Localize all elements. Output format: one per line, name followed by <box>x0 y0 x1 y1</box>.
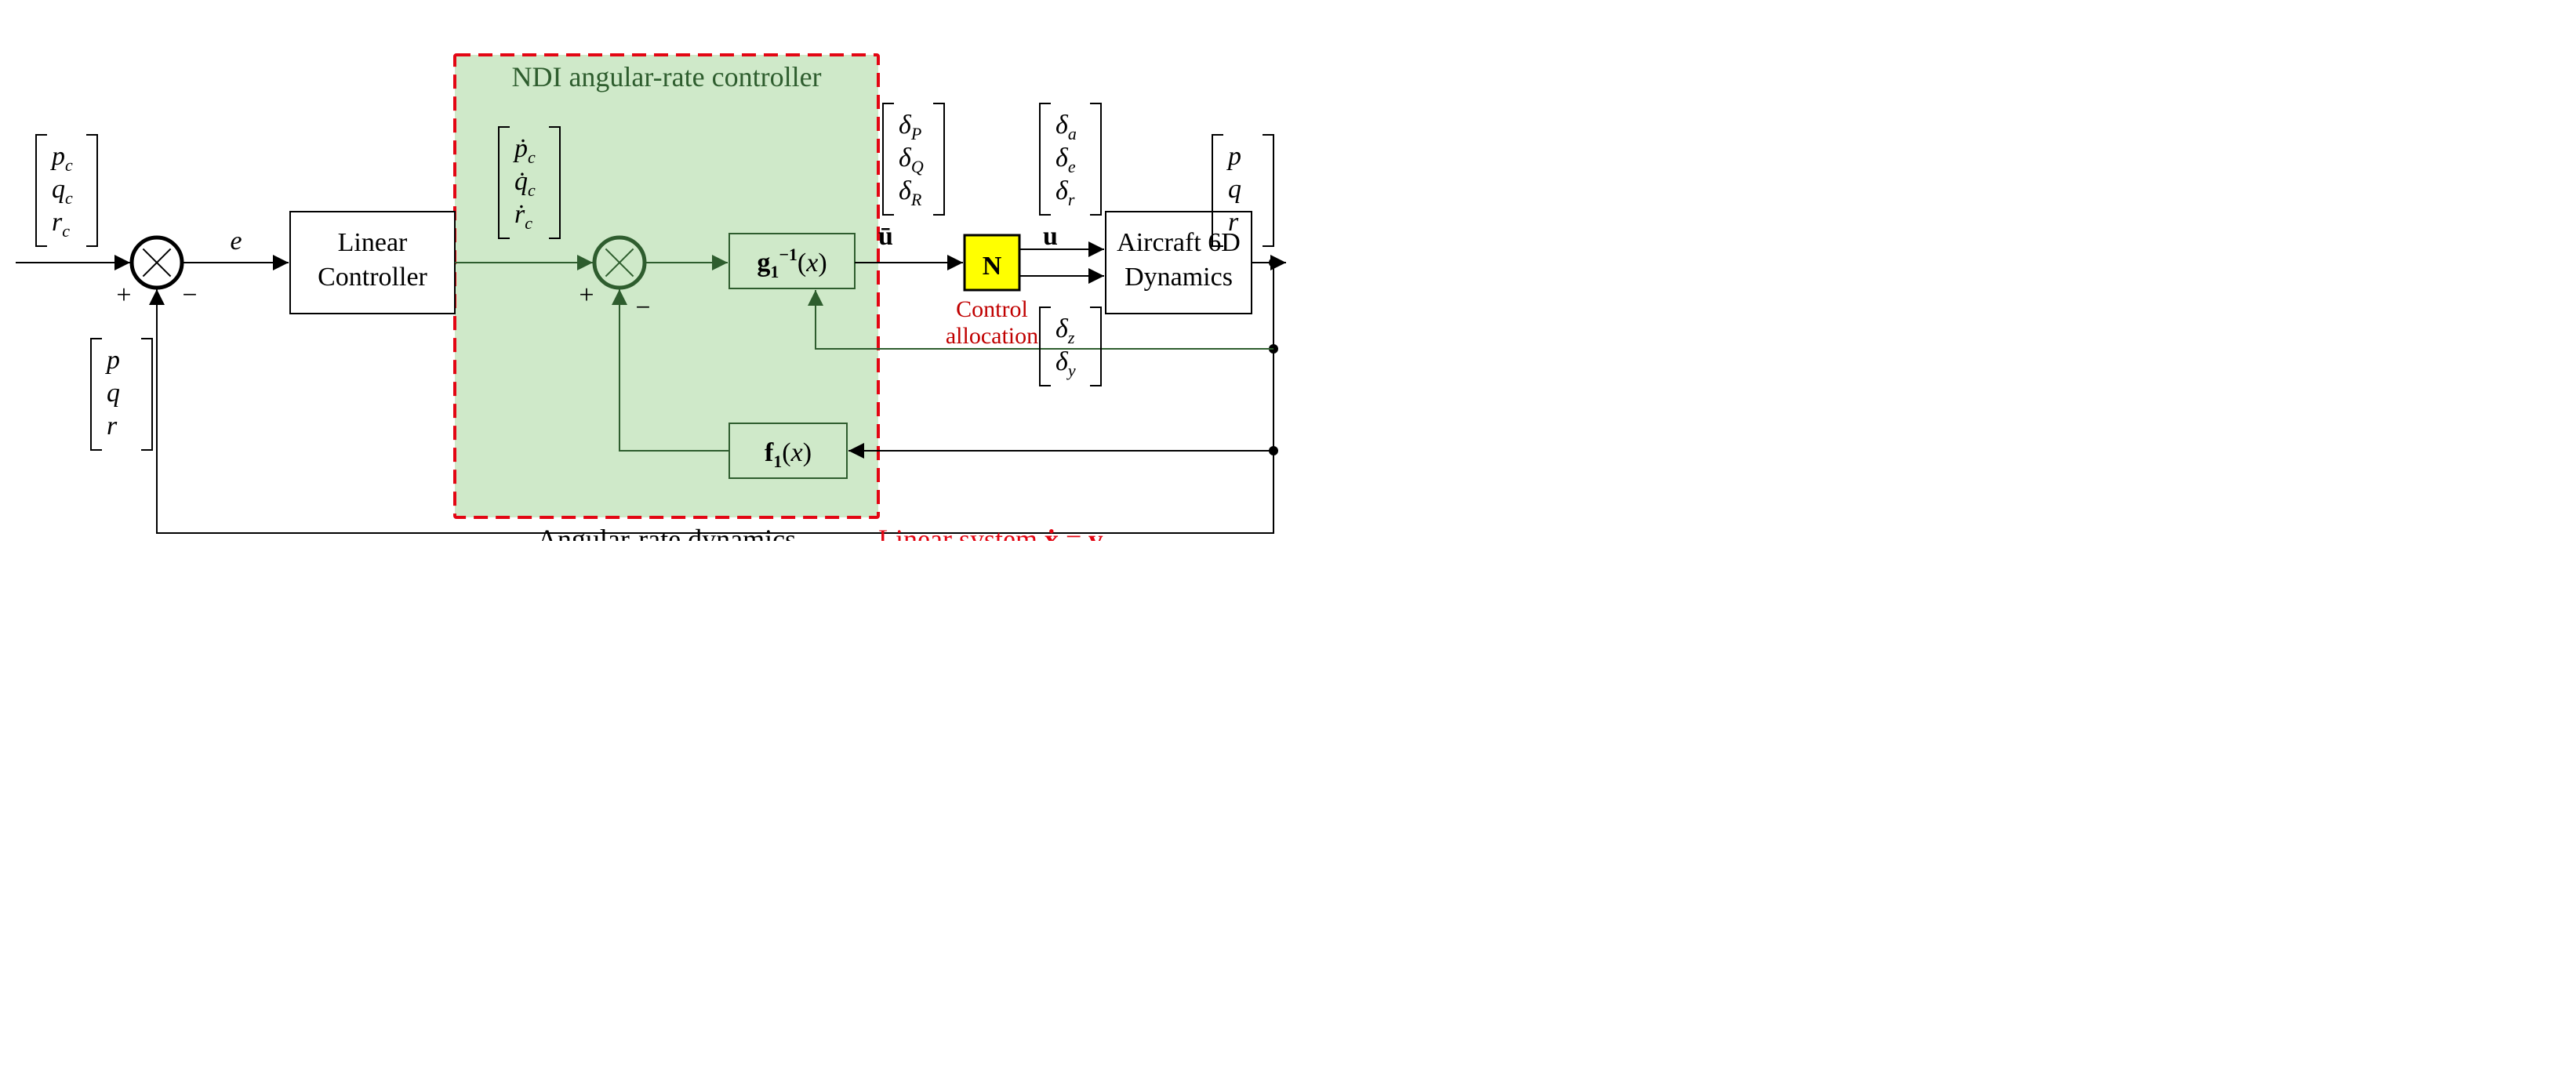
ndi-title-top: NDI angular-rate controller <box>511 61 821 93</box>
svg-text:δQ: δQ <box>899 143 924 176</box>
svg-text:δR: δR <box>899 176 922 209</box>
svg-text:pc: pc <box>50 142 73 175</box>
ubar-label: ū <box>878 222 893 251</box>
svg-text:p: p <box>105 346 120 375</box>
svg-text:δP: δP <box>899 111 921 143</box>
svg-text:q: q <box>1228 175 1241 204</box>
svg-text:f1(x): f1(x) <box>765 438 812 471</box>
svg-text:Linear: Linear <box>338 228 408 257</box>
svg-text:Dynamics: Dynamics <box>1125 263 1233 292</box>
svg-text:p: p <box>1226 142 1241 171</box>
control-allocation-label: allocation <box>946 323 1038 349</box>
svg-text:r: r <box>107 412 118 441</box>
svg-text:δy: δy <box>1055 347 1076 380</box>
sum1-plus: + <box>116 281 131 310</box>
svg-text:δz: δz <box>1055 314 1075 347</box>
svg-text:qc: qc <box>52 175 73 208</box>
svg-text:r: r <box>1228 208 1239 237</box>
linear-system-label: Linear system ẋ = v <box>878 524 1103 541</box>
svg-text:δa: δa <box>1055 111 1077 143</box>
svg-text:Controller: Controller <box>318 263 427 292</box>
sum2-minus: − <box>635 293 650 322</box>
svg-text:δr: δr <box>1055 176 1075 209</box>
control-allocation-label: Control <box>956 296 1028 322</box>
sum2-plus: + <box>579 281 594 310</box>
error-label: e <box>230 227 242 256</box>
svg-text:Aircraft 6D: Aircraft 6D <box>1117 228 1241 257</box>
svg-text:N: N <box>983 252 1002 281</box>
svg-text:rc: rc <box>52 208 70 241</box>
u-label: u <box>1043 222 1058 251</box>
svg-text:δe: δe <box>1055 143 1076 176</box>
svg-text:q: q <box>107 379 120 408</box>
sum1-minus: − <box>182 281 197 310</box>
